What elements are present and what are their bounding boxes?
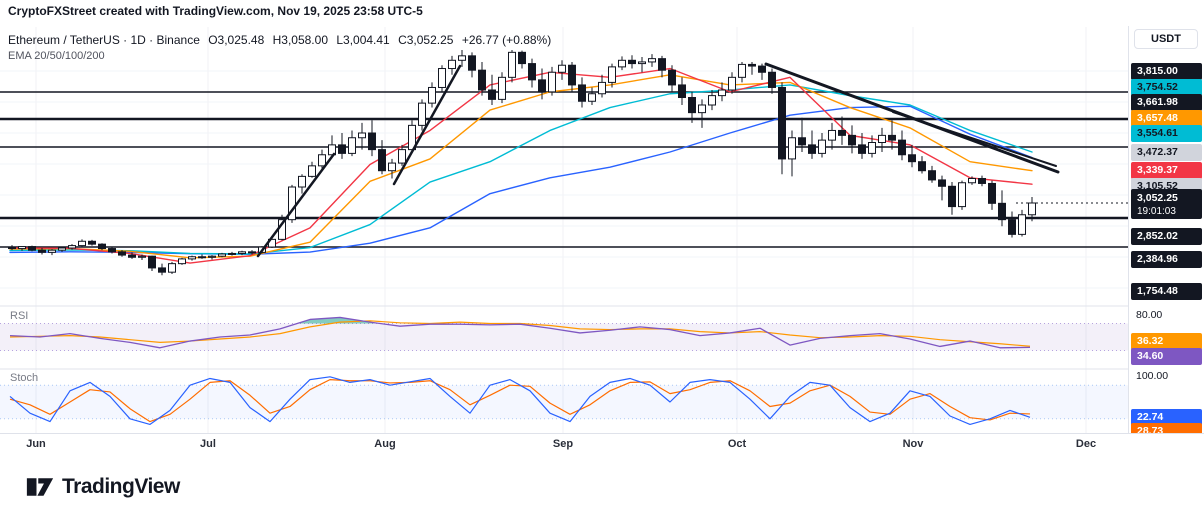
time-axis-month: Sep xyxy=(553,438,573,450)
footer-bar: TradingView xyxy=(0,455,1204,517)
rsi-pane-label[interactable]: RSI xyxy=(10,310,28,322)
time-axis[interactable]: Jun Jul Aug Sep Oct Nov Dec xyxy=(0,433,1204,457)
price-axis-label: 3,754.52 xyxy=(1131,79,1202,96)
ohlc-high: H3,058.00 xyxy=(273,33,328,47)
tradingview-logo-icon xyxy=(26,475,54,499)
ohlc-change: +26.77 (+0.88%) xyxy=(462,33,551,47)
tradingview-logo[interactable]: TradingView xyxy=(26,475,180,499)
price-axis-label: 2,852.02 xyxy=(1131,228,1202,245)
rsi-axis-top-value: 80.00 xyxy=(1136,309,1162,321)
symbol-title: Ethereum / TetherUS · 1D · Binance xyxy=(8,33,200,47)
attribution-text: CryptoFXStreet created with TradingView.… xyxy=(8,4,423,18)
ohlc-low: L3,004.41 xyxy=(336,33,389,47)
ohlc-close: C3,052.25 xyxy=(398,33,453,47)
symbol-legend[interactable]: Ethereum / TetherUS · 1D · Binance O3,02… xyxy=(8,33,556,47)
price-axis-label: 3,661.98 xyxy=(1131,94,1202,111)
price-axis-label: 3,554.61 xyxy=(1131,125,1202,142)
time-axis-month: Aug xyxy=(374,438,395,450)
price-axis[interactable]: USDT 80.00 100.00 3,815.003,754.523,661.… xyxy=(1128,26,1204,433)
rsi-value-badge: 36.32 xyxy=(1131,333,1202,350)
ohlc-open: O3,025.48 xyxy=(208,33,264,47)
price-axis-label: 3,657.48 xyxy=(1131,110,1202,127)
rsi-value-badge: 34.60 xyxy=(1131,348,1202,365)
price-axis-label: 3,339.37 xyxy=(1131,162,1202,179)
currency-toggle-button[interactable]: USDT xyxy=(1134,29,1198,49)
ema-indicator-legend[interactable]: EMA 20/50/100/200 xyxy=(8,50,105,62)
stoch-value-badge: 28.73 xyxy=(1131,423,1202,434)
price-axis-label: 2,384.96 xyxy=(1131,251,1202,268)
time-axis-month: Jun xyxy=(26,438,46,450)
stoch-axis-top-value: 100.00 xyxy=(1136,370,1168,382)
stoch-pane-label[interactable]: Stoch xyxy=(10,372,38,384)
price-axis-label: 3,472.37 xyxy=(1131,144,1202,161)
price-axis-label: 3,815.00 xyxy=(1131,63,1202,80)
time-axis-month: Dec xyxy=(1076,438,1096,450)
tradingview-chart-window: CryptoFXStreet created with TradingView.… xyxy=(0,0,1204,517)
price-axis-label: 3,052.2519:01:03 xyxy=(1131,189,1202,219)
price-axis-label: 1,754.48 xyxy=(1131,283,1202,300)
time-axis-month: Oct xyxy=(728,438,746,450)
time-axis-month: Nov xyxy=(903,438,924,450)
time-axis-month: Jul xyxy=(200,438,216,450)
tradingview-logo-text: TradingView xyxy=(62,475,180,499)
chart-canvas[interactable] xyxy=(0,0,1128,433)
